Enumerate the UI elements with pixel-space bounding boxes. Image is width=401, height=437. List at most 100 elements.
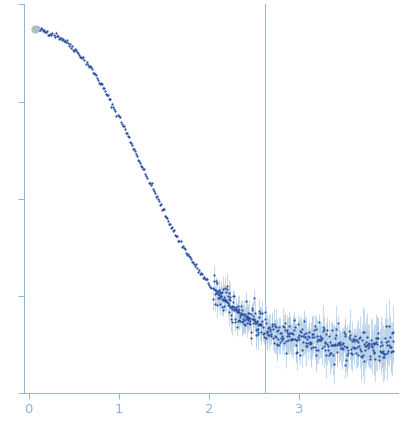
Point [261,309,268,316]
Point [304,332,311,339]
Point [214,295,220,302]
Point [176,237,182,244]
Point [309,330,316,337]
Point [364,341,370,348]
Point [239,310,245,317]
Point [246,320,253,327]
Point [322,352,329,359]
Point [346,331,352,338]
Point [314,335,320,342]
Point [345,327,351,334]
Point [173,232,179,239]
Point [304,335,310,342]
Point [208,284,214,291]
Point [231,316,237,323]
Point [41,27,47,34]
Point [302,329,309,336]
Point [217,292,224,299]
Point [233,307,239,314]
Point [356,346,362,353]
Point [272,323,278,330]
Point [294,336,300,343]
Point [382,339,389,346]
Point [82,60,89,67]
Point [268,320,274,327]
Point [274,326,280,333]
Point [248,306,254,313]
Point [252,332,259,339]
Point [239,307,245,314]
Point [361,343,367,350]
Point [385,343,392,350]
Point [275,324,282,331]
Point [301,333,308,340]
Point [217,292,223,299]
Point [177,237,183,244]
Point [254,321,261,328]
Point [200,274,206,281]
Point [384,337,390,344]
Point [333,348,340,355]
Point [247,328,254,335]
Point [256,321,262,328]
Point [365,343,371,350]
Point [340,361,347,368]
Point [320,326,326,333]
Point [35,24,41,31]
Point [273,328,280,335]
Point [184,250,190,257]
Point [128,142,135,149]
Point [224,292,231,299]
Point [350,338,357,345]
Point [211,301,218,308]
Point [268,323,275,329]
Point [262,334,268,341]
Point [376,342,383,349]
Point [59,37,65,44]
Point [257,328,264,335]
Point [326,339,332,346]
Point [340,343,346,350]
Point [258,310,264,317]
Point [374,329,380,336]
Point [220,293,227,300]
Point [69,43,75,50]
Point [77,54,83,61]
Point [368,342,375,349]
Point [338,346,345,353]
Point [359,328,365,335]
Point [38,24,44,31]
Point [166,221,173,228]
Point [292,336,298,343]
Point [288,336,294,343]
Point [95,79,102,86]
Point [239,318,246,325]
Point [174,233,180,240]
Point [118,121,125,128]
Point [315,337,322,344]
Point [250,316,256,323]
Point [140,165,146,172]
Point [276,329,282,336]
Point [357,353,363,360]
Point [296,328,302,335]
Point [254,331,260,338]
Point [310,326,316,333]
Point [51,33,58,40]
Point [314,347,321,354]
Point [303,343,310,350]
Point [389,337,395,344]
Point [235,308,241,315]
Point [223,298,230,305]
Point [180,244,186,251]
Point [240,310,246,317]
Point [382,322,388,329]
Point [269,334,275,341]
Point [114,112,120,119]
Point [289,336,295,343]
Point [255,329,261,336]
Point [218,288,225,295]
Point [222,297,229,304]
Point [213,279,219,286]
Point [316,337,322,344]
